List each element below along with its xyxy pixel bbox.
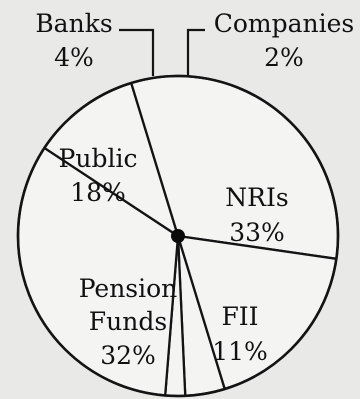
- pie-center-dot: [171, 229, 185, 243]
- nris-name-label: NRIs: [225, 183, 288, 212]
- banks-name-label: Banks: [35, 9, 112, 38]
- pie-outline: [16, 74, 340, 398]
- companies-name-label: Companies: [214, 9, 355, 38]
- leader-lines: [119, 28, 205, 76]
- pension-funds-value-label: 32%: [100, 341, 156, 370]
- pension-funds-name-label-line2: Funds: [89, 307, 167, 336]
- public-name-label: Public: [59, 144, 138, 173]
- banks-leader-line: [119, 28, 155, 76]
- slice-labels: Banks 4% Companies 2% NRIs 33% FII 11% P…: [35, 9, 354, 370]
- fii-value-label: 11%: [212, 337, 268, 366]
- public-value-label: 18%: [70, 178, 126, 207]
- companies-leader-line: [186, 28, 205, 76]
- companies-value-label: 2%: [264, 43, 304, 72]
- fii-name-label: FII: [221, 302, 258, 331]
- pension-funds-name-label-line1: Pension: [79, 274, 178, 303]
- nris-value-label: 33%: [229, 218, 285, 247]
- banks-value-label: 4%: [54, 43, 94, 72]
